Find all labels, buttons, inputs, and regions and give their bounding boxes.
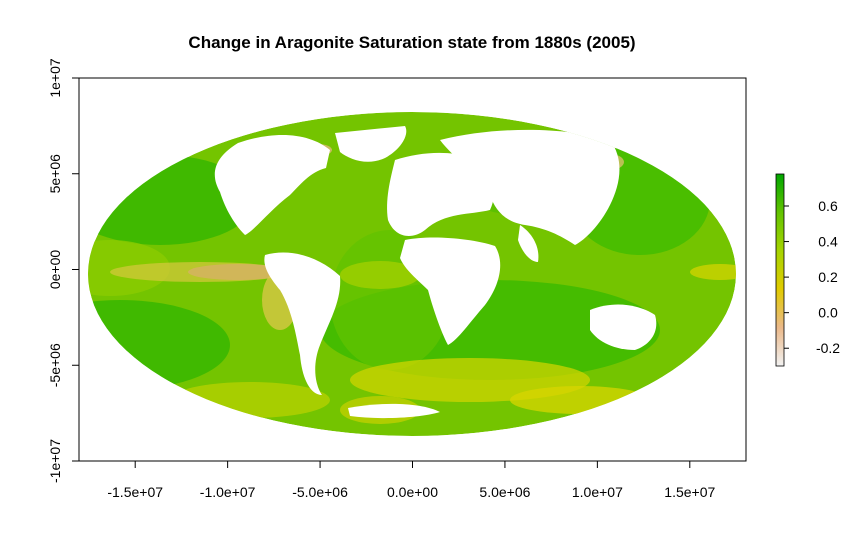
legend-tick-label: 0.2 xyxy=(818,269,838,285)
legend-colorbar xyxy=(775,173,785,367)
ocean-field-region xyxy=(690,264,736,280)
legend-tick-label: 0.6 xyxy=(818,198,838,214)
land-mass xyxy=(590,304,657,350)
y-tick-label: 1e+07 xyxy=(47,58,63,98)
x-tick-label: 0.0e+00 xyxy=(387,484,438,500)
legend-tick-label: 0.4 xyxy=(818,234,838,250)
land-mass xyxy=(264,252,341,395)
x-tick-label: 1.0e+07 xyxy=(572,484,623,500)
ocean-field-region xyxy=(88,300,230,390)
legend-tick-label: 0.0 xyxy=(818,305,838,321)
x-tick-label: 1.5e+07 xyxy=(664,484,715,500)
land-mass xyxy=(387,152,494,236)
land-mass xyxy=(400,237,501,345)
land-mass xyxy=(348,403,440,419)
legend-tick-label: -0.2 xyxy=(816,340,840,356)
x-tick-label: 5.0e+06 xyxy=(479,484,530,500)
y-tick-label: -5e+06 xyxy=(47,343,63,387)
ocean-field-region xyxy=(510,386,650,414)
land-mass xyxy=(518,225,539,262)
land-mass xyxy=(335,126,407,162)
color-legend: -0.2 0.0 0.2 0.4 0.6 xyxy=(775,173,840,367)
land-mass xyxy=(214,134,330,235)
x-tick-label: -1.5e+07 xyxy=(107,484,163,500)
ocean-field-region xyxy=(170,382,330,418)
y-axis: -1e+07 -5e+06 0e+00 5e+06 1e+07 xyxy=(47,58,80,483)
x-tick-label: -5.0e+06 xyxy=(292,484,348,500)
map-area xyxy=(88,112,736,436)
y-tick-label: -1e+07 xyxy=(47,439,63,483)
x-tick-label: -1.0e+07 xyxy=(200,484,256,500)
ocean-field-region xyxy=(188,264,288,280)
land-mass xyxy=(440,129,620,245)
y-tick-label: 5e+06 xyxy=(47,154,63,194)
chart-title: Change in Aragonite Saturation state fro… xyxy=(188,33,635,52)
y-tick-label: 0e+00 xyxy=(47,250,63,290)
x-axis: -1.5e+07 -1.0e+07 -5.0e+06 0.0e+00 5.0e+06 1.… xyxy=(107,460,716,500)
ocean-field-region xyxy=(88,240,170,296)
ocean-field-region xyxy=(340,261,420,289)
